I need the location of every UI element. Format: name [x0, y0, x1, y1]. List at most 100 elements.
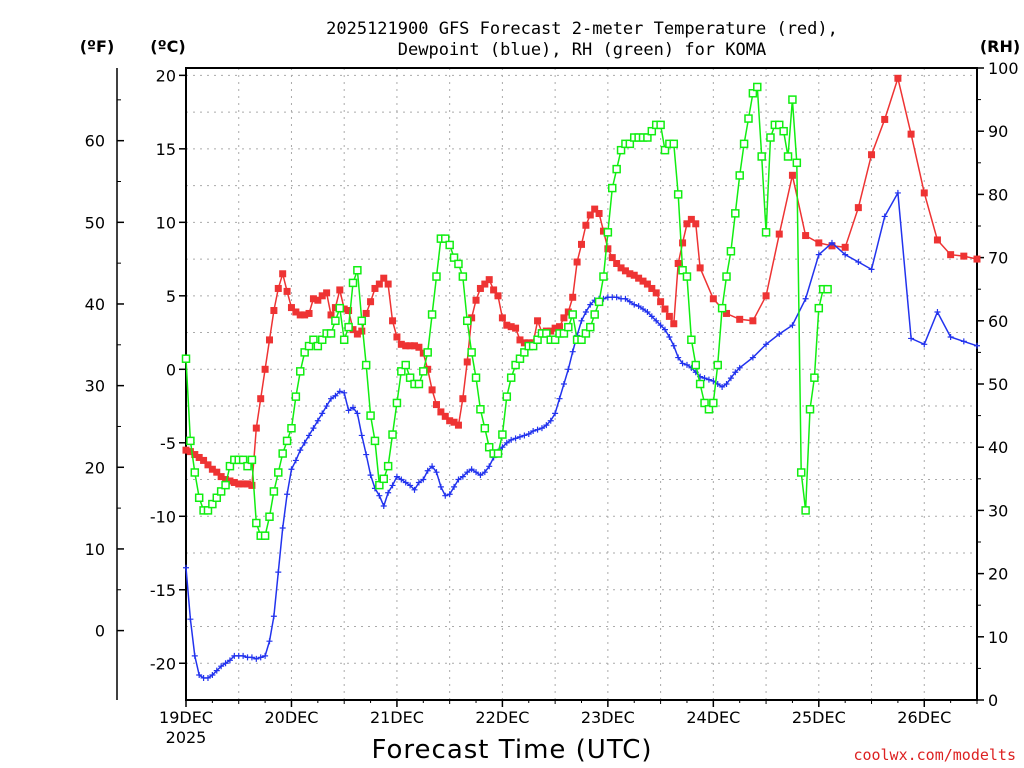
temperature-point — [960, 252, 968, 260]
rh-tick-label: 100 — [988, 59, 1019, 78]
relative-humidity-point — [221, 480, 230, 490]
temperature-point — [384, 280, 392, 288]
temperature-point — [441, 412, 449, 420]
relative-humidity-point — [726, 247, 736, 256]
relative-humidity-point — [766, 133, 775, 142]
relative-humidity-point — [783, 152, 793, 161]
relative-humidity-point — [669, 139, 679, 149]
fahrenheit-tick-label: 60 — [85, 132, 105, 151]
temperature-point — [648, 284, 656, 292]
temperature-point — [490, 286, 498, 294]
rh-tick-label: 50 — [988, 375, 1008, 394]
relative-humidity-point — [678, 265, 687, 275]
dewpoint-point — [543, 422, 550, 429]
plot-frame — [185, 67, 978, 701]
dewpoint-point — [253, 655, 260, 662]
dewpoint-point — [310, 425, 317, 432]
temperature-point — [292, 308, 300, 316]
celsius-tick-label: 0 — [166, 360, 176, 379]
dewpoint-point — [547, 417, 554, 424]
temperature-point — [520, 339, 528, 347]
x-tick-label: 24DEC — [686, 708, 740, 727]
dewpoint-point — [538, 425, 545, 432]
dewpoint-point — [613, 294, 620, 301]
temperature-point — [665, 312, 673, 320]
temperature-point — [358, 327, 366, 335]
dewpoint-point — [723, 381, 730, 387]
dewpoint-point — [270, 613, 277, 620]
dewpoint-point — [503, 439, 510, 446]
rh-tick-label: 0 — [988, 691, 998, 710]
temperature-point — [657, 298, 665, 306]
dewpoint-point — [582, 308, 589, 315]
dewpoint-point — [534, 426, 541, 433]
relative-humidity-point — [401, 360, 410, 370]
temperature-point — [881, 115, 889, 123]
dewpoint-point — [635, 303, 642, 310]
dewpoint-point — [451, 483, 458, 490]
dewpoint-point — [358, 432, 365, 439]
temperature-point — [674, 259, 682, 267]
dewpoint-point — [328, 395, 335, 402]
dewpoint-point — [477, 472, 484, 479]
dewpoint-point — [279, 525, 286, 532]
celsius-tick-label: -5 — [160, 434, 176, 453]
dewpoint-point — [332, 392, 339, 399]
relative-humidity-point — [660, 145, 670, 155]
relative-humidity-point — [480, 423, 490, 433]
dewpoint-point — [306, 432, 313, 439]
temperature-point — [476, 284, 484, 292]
temperature-point — [380, 274, 388, 282]
celsius-tick-label: 10 — [156, 213, 176, 232]
dewpoint-point — [657, 322, 664, 329]
dewpoint-point — [868, 266, 875, 273]
dewpoint-point — [908, 335, 915, 342]
temperature-point — [736, 315, 744, 323]
dewpoint-point — [556, 395, 563, 402]
dewpoint-point — [209, 672, 216, 679]
relative-humidity-point — [528, 341, 538, 351]
temperature-point — [406, 342, 414, 350]
temperature-point — [679, 239, 687, 247]
temperature-point — [643, 280, 651, 288]
temperature-point — [402, 342, 410, 350]
relative-humidity-point — [612, 164, 621, 174]
dewpoint-point — [248, 654, 255, 661]
dewpoint-point — [345, 407, 352, 414]
dewpoint-point — [719, 383, 726, 390]
relative-humidity-point — [779, 126, 788, 136]
relative-humidity-point — [397, 367, 406, 376]
temperature-point — [595, 210, 603, 218]
dewpoint-point — [631, 301, 638, 308]
temperature-point — [854, 204, 862, 212]
temperature-point — [556, 323, 564, 331]
relative-humidity-point — [643, 133, 652, 142]
dewpoint-point — [363, 451, 370, 458]
relative-humidity-point — [458, 272, 468, 281]
temperature-point — [762, 292, 770, 300]
temperature-point — [775, 230, 783, 238]
relative-humidity-point — [375, 480, 384, 490]
x-tick-label: 20DEC — [264, 708, 318, 727]
dewpoint-point — [354, 410, 361, 417]
relative-humidity-point — [203, 506, 213, 515]
rh-tick-label: 40 — [988, 438, 1008, 457]
relative-humidity-point — [586, 322, 595, 332]
dewpoint-point — [578, 317, 585, 324]
dewpoint-point — [437, 483, 444, 490]
relative-humidity-point — [392, 398, 402, 408]
dewpoint-point — [666, 333, 673, 340]
dewpoint-point — [319, 410, 326, 417]
x-tick-label: 25DEC — [792, 708, 846, 727]
relative-humidity-point — [476, 405, 485, 414]
relative-humidity-point — [313, 341, 323, 351]
relative-humidity-point — [796, 468, 806, 477]
dewpoint-point — [508, 436, 515, 443]
relative-humidity-point — [590, 310, 599, 319]
relative-humidity-point — [739, 139, 749, 149]
temperature-point — [327, 311, 335, 319]
dewpoint-point — [569, 348, 576, 355]
relative-humidity-point — [462, 316, 472, 326]
rh-tick-label: 70 — [988, 249, 1008, 268]
temperature-point — [661, 305, 669, 313]
